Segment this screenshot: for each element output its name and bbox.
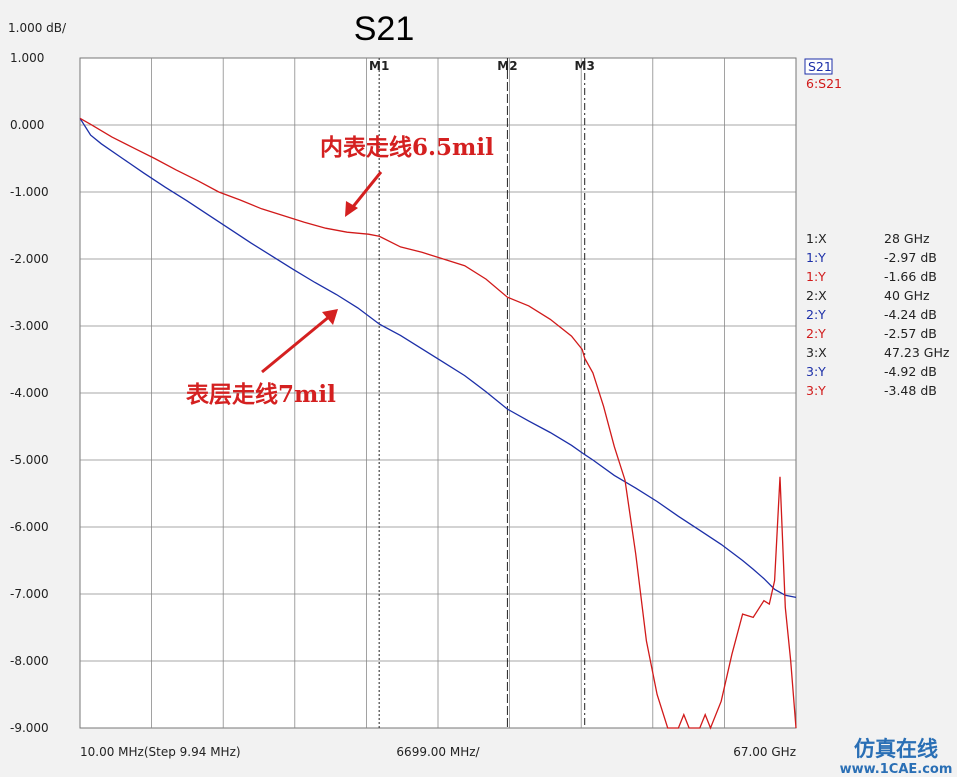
marker-readout-label: 2:X [806, 288, 827, 303]
y-tick-labels: 1.000 0.000 -1.000 -2.000 -3.000 -4.000 -5.000… [10, 51, 49, 735]
marker-readout-value: 28 GHz [884, 231, 930, 246]
annotation-inner-label: 内表走线6.5mil [320, 134, 494, 161]
marker-readout-value: -4.92 dB [884, 364, 937, 379]
annotation-inner: 内表走线6.5mil [320, 134, 494, 217]
annotation-surface-label: 表层走线7mil [186, 381, 336, 408]
watermark: 仿真在线 www.1CAE.com [840, 736, 953, 777]
series-line-6-s21 [79, 117, 797, 730]
marker-readout-label: 1:Y [806, 250, 826, 265]
marker-readout-label: 1:Y [806, 269, 826, 284]
x-start-label: 10.00 MHz(Step 9.94 MHz) [80, 745, 241, 759]
watermark-url: www.1CAE.com [840, 762, 953, 777]
marker-readout-value: -2.97 dB [884, 250, 937, 265]
y-tick-label: -8.000 [10, 654, 49, 668]
series-line-s21 [79, 117, 797, 599]
annotation-arrow-shaft [261, 314, 331, 374]
grid [80, 58, 796, 728]
annotation-arrow-head [322, 309, 338, 325]
chart-title: S21 [354, 10, 415, 48]
marker-readout-value: -2.57 dB [884, 326, 937, 341]
marker-label: M1 [369, 59, 389, 73]
legend-item-s21: S21 [808, 59, 832, 74]
marker-readout-label: 2:Y [806, 326, 826, 341]
marker-readout-label: 3:X [806, 345, 827, 360]
y-tick-label: 0.000 [10, 118, 44, 132]
legend-box-s21 [804, 58, 833, 75]
annotation-surface: 表层走线7mil [186, 309, 338, 408]
watermark-title: 仿真在线 [854, 736, 938, 761]
y-tick-label: -2.000 [10, 252, 49, 266]
x-mid-label: 6699.00 MHz/ [396, 745, 480, 759]
marker-readout-value: -1.66 dB [884, 269, 937, 284]
legend: S21 6:S21 [804, 58, 842, 91]
y-tick-label: -5.000 [10, 453, 49, 467]
legend-item-6-s21: 6:S21 [806, 76, 842, 91]
y-tick-label: -1.000 [10, 185, 49, 199]
y-tick-label: -3.000 [10, 319, 49, 333]
marker-readout-value: -3.48 dB [884, 383, 937, 398]
marker-readout-value: 40 GHz [884, 288, 930, 303]
marker-readout-value: 47.23 GHz [884, 345, 950, 360]
y-tick-label: -9.000 [10, 721, 49, 735]
y-tick-label: -7.000 [10, 587, 49, 601]
marker-readout-label: 3:Y [806, 364, 826, 379]
marker-label: M2 [497, 59, 517, 73]
marker-readout-label: 3:Y [806, 383, 826, 398]
annotation-arrow-shaft [350, 171, 383, 209]
marker-readout-label: 1:X [806, 231, 827, 246]
marker-readout-value: -4.24 dB [884, 307, 937, 322]
marker-label: M3 [575, 59, 595, 73]
x-end-label: 67.00 GHz [733, 745, 796, 759]
y-tick-label: -6.000 [10, 520, 49, 534]
marker-readout-label: 2:Y [806, 307, 826, 322]
y-tick-label: 1.000 [10, 51, 44, 65]
scale-label: 1.000 dB/ [8, 21, 67, 35]
annotation-arrow-head [345, 201, 358, 217]
marker-lines: M1 M2 M3 [369, 58, 595, 728]
marker-readout-table: 1:X 28 GHz 1:Y -2.97 dB 1:Y -1.66 dB 2:X 40 GHz… [806, 231, 950, 398]
y-tick-label: -4.000 [10, 386, 49, 400]
